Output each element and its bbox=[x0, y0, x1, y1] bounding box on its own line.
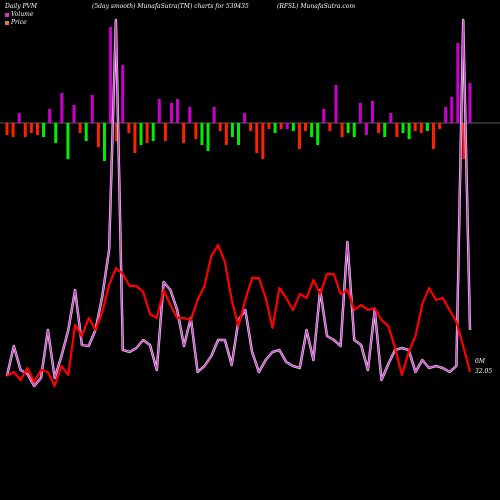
volume-bar bbox=[72, 105, 76, 123]
volume-bar bbox=[395, 123, 399, 137]
volume-bar bbox=[334, 85, 338, 123]
volume-bar bbox=[383, 123, 387, 137]
volume-bar bbox=[42, 123, 46, 137]
volume-bar bbox=[419, 123, 423, 133]
volume-bar bbox=[237, 123, 240, 145]
volume-bar bbox=[84, 123, 88, 141]
volume-line bbox=[6, 19, 471, 387]
chart-title: Daily PVM bbox=[5, 3, 38, 10]
volume-bar bbox=[267, 123, 271, 129]
legend-price: Price bbox=[5, 19, 27, 26]
volume-bar bbox=[11, 123, 15, 137]
volume-bar bbox=[328, 123, 332, 131]
volume-bar bbox=[78, 123, 82, 133]
volume-bar bbox=[200, 123, 204, 145]
volume-bar bbox=[218, 123, 222, 131]
volume-bar bbox=[401, 123, 405, 133]
volume-bar bbox=[188, 107, 192, 123]
volume-bar bbox=[145, 123, 149, 143]
volume-bar bbox=[291, 123, 295, 131]
legend-volume: Volume bbox=[5, 11, 33, 18]
volume-bar bbox=[109, 27, 113, 123]
volume-bar bbox=[364, 123, 368, 135]
volume-bar bbox=[102, 123, 106, 161]
volume-bar bbox=[371, 101, 375, 123]
volume-bar bbox=[23, 123, 27, 137]
volume-bar bbox=[279, 123, 283, 129]
volume-bar bbox=[285, 123, 289, 129]
volume-bar bbox=[444, 107, 448, 123]
volume-bar bbox=[413, 123, 417, 131]
volume-bar bbox=[316, 123, 320, 145]
volume-bar bbox=[121, 65, 125, 123]
volume-bar bbox=[340, 123, 344, 137]
volume-bar bbox=[261, 123, 265, 159]
volume-bar bbox=[139, 123, 143, 145]
volume-bar bbox=[115, 123, 119, 141]
chart-ticker: (RFSL) MunafaSutra.com bbox=[277, 3, 356, 10]
volume-bar bbox=[17, 113, 21, 123]
legend-volume-swatch bbox=[5, 12, 9, 17]
volume-bar bbox=[438, 123, 442, 129]
volume-bar bbox=[182, 123, 186, 143]
legend-volume-label: Volume bbox=[11, 11, 34, 18]
chart-subtitle: (5day smooth) MunafaSutra(TM) charts for… bbox=[92, 3, 249, 10]
volume-bar bbox=[468, 83, 472, 123]
volume-bar bbox=[243, 113, 247, 123]
volume-line-glow bbox=[5, 18, 472, 388]
volume-bar bbox=[48, 109, 52, 123]
volume-bar bbox=[450, 97, 454, 123]
volume-bar bbox=[133, 123, 137, 153]
volume-bar bbox=[157, 99, 161, 123]
volume-bar bbox=[90, 95, 94, 123]
volume-bar bbox=[352, 123, 356, 137]
legend-price-swatch bbox=[5, 20, 9, 25]
price-end-label: 32.05 bbox=[475, 368, 493, 375]
volume-bar bbox=[163, 123, 167, 141]
volume-bar bbox=[456, 43, 460, 123]
volume-bar bbox=[322, 109, 326, 123]
volume-bar bbox=[230, 123, 234, 137]
volume-bar bbox=[54, 123, 58, 143]
volume-bar bbox=[304, 123, 308, 131]
volume-bar bbox=[249, 123, 253, 131]
volume-bar bbox=[29, 123, 33, 133]
volume-bar bbox=[206, 123, 210, 151]
volume-bar bbox=[194, 123, 198, 139]
volume-bar bbox=[297, 123, 301, 149]
volume-bar bbox=[176, 99, 180, 123]
legend-price-label: Price bbox=[11, 19, 27, 26]
volume-bar bbox=[66, 123, 70, 159]
volume-bar bbox=[96, 123, 100, 147]
price-line bbox=[6, 243, 472, 388]
volume-bar bbox=[5, 123, 9, 135]
volume-end-label: 0M bbox=[475, 358, 485, 365]
volume-bar bbox=[431, 123, 435, 149]
volume-bar bbox=[35, 123, 39, 135]
volume-bar bbox=[407, 123, 411, 139]
volume-bar bbox=[389, 113, 393, 123]
volume-bar bbox=[212, 107, 216, 123]
volume-bar bbox=[462, 123, 466, 159]
volume-bar bbox=[255, 123, 259, 153]
volume-bar bbox=[60, 93, 64, 123]
volume-bar bbox=[425, 123, 429, 131]
volume-bar bbox=[310, 123, 314, 137]
volume-bar bbox=[346, 123, 350, 133]
volume-bar bbox=[273, 123, 277, 133]
volume-bar bbox=[169, 103, 173, 123]
volume-bar bbox=[358, 103, 362, 123]
volume-bar bbox=[377, 123, 381, 133]
volume-bar bbox=[224, 123, 228, 145]
volume-bar bbox=[151, 123, 155, 141]
volume-bar bbox=[127, 123, 131, 133]
